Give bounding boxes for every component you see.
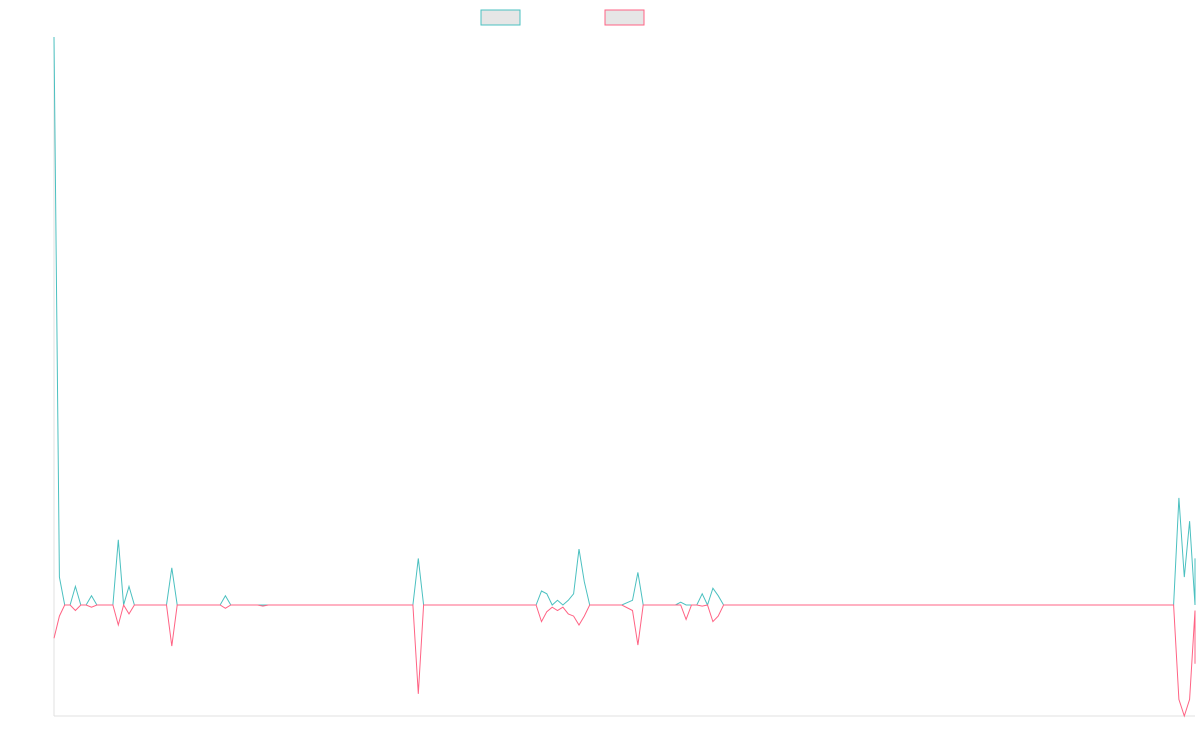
- legend: [480, 9, 645, 26]
- series-line-2: [53, 603, 1196, 718]
- series-line-1: [53, 36, 1196, 607]
- axes: [53, 37, 1195, 717]
- legend-swatch-2[interactable]: [604, 9, 645, 26]
- legend-swatch-1[interactable]: [480, 9, 521, 26]
- series-layer: [53, 36, 1196, 718]
